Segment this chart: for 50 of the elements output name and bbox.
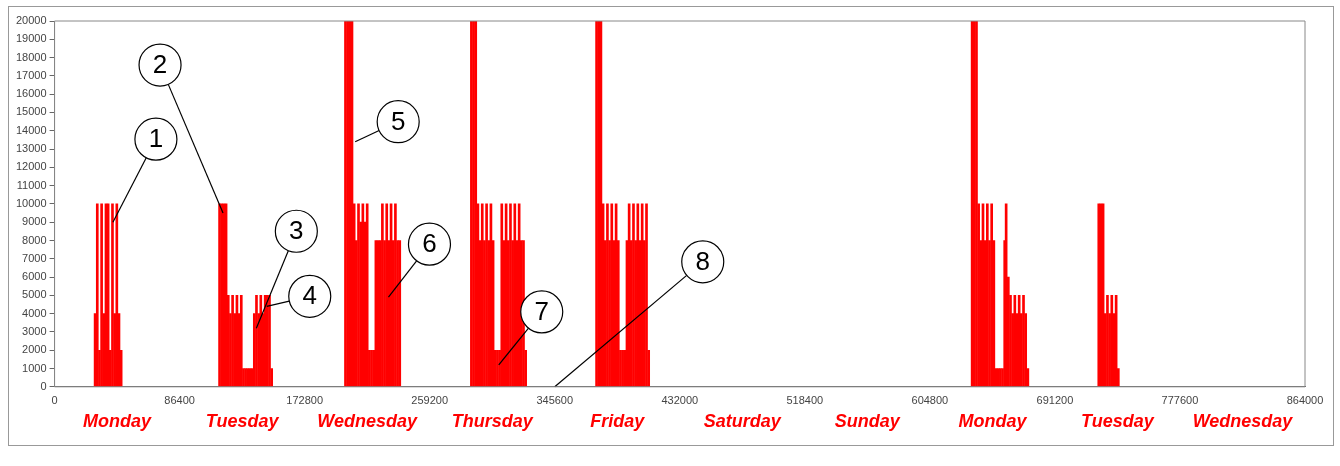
annotation: 5	[390, 105, 406, 136]
x-tick-label: 432000	[661, 394, 699, 407]
y-tick-label: 17000	[15, 68, 47, 81]
y-tick-label: 19000	[15, 32, 47, 45]
text: Wednesday	[1192, 410, 1294, 431]
x-tick-label: 691200	[1036, 394, 1074, 407]
text: Saturday	[703, 410, 782, 431]
text: Wednesday	[317, 410, 419, 431]
y-tick-label: 16000	[15, 87, 47, 100]
x-tick-label: 604800	[911, 394, 949, 407]
x-tick-label: 777600	[1161, 394, 1199, 407]
y-tick-label: 3000	[22, 324, 47, 337]
y-tick-label: 11000	[16, 178, 47, 191]
y-tick-label: 18000	[15, 50, 47, 63]
y-tick-label: 9000	[22, 215, 47, 228]
text: Monday	[83, 410, 153, 431]
y-tick-label: 14000	[15, 123, 47, 136]
y-tick-label: 5000	[22, 288, 47, 301]
text: Friday	[590, 410, 646, 431]
annotation: 1	[148, 123, 164, 154]
y-tick-label: 15000	[15, 105, 47, 118]
y-tick-label: 7000	[22, 251, 47, 264]
text: Thursday	[451, 410, 534, 431]
y-tick-label: 1000	[22, 361, 47, 374]
y-tick-label: 8000	[22, 233, 47, 246]
y-tick-label: 6000	[22, 270, 47, 283]
y-tick-label: 10000	[15, 196, 47, 209]
annotation: 4	[302, 280, 317, 311]
annotation: 3	[289, 215, 304, 246]
x-tick-label: 345600	[536, 394, 574, 407]
x-tick-label: 259200	[411, 394, 449, 407]
y-tick-label: 12000	[15, 160, 47, 173]
annotation: 7	[534, 296, 549, 327]
text: Sunday	[834, 410, 901, 431]
text: Tuesday	[205, 410, 280, 431]
x-tick-label: 0	[51, 394, 58, 407]
y-tick-label: 2000	[22, 343, 47, 356]
x-tick-label: 518400	[786, 394, 824, 407]
y-tick-label: 20000	[15, 14, 47, 27]
y-tick-label: 0	[40, 379, 47, 392]
annotation: 8	[695, 245, 710, 276]
y-tick-label: 13000	[15, 142, 47, 155]
x-tick-label: 864000	[1286, 394, 1324, 407]
text: Monday	[958, 410, 1028, 431]
x-tick-label: 86400	[164, 394, 195, 407]
annotation: 6	[422, 228, 437, 259]
x-tick-label: 172800	[286, 394, 324, 407]
annotation: 2	[152, 49, 168, 80]
text: Tuesday	[1081, 410, 1155, 431]
y-tick-label: 4000	[22, 306, 47, 319]
